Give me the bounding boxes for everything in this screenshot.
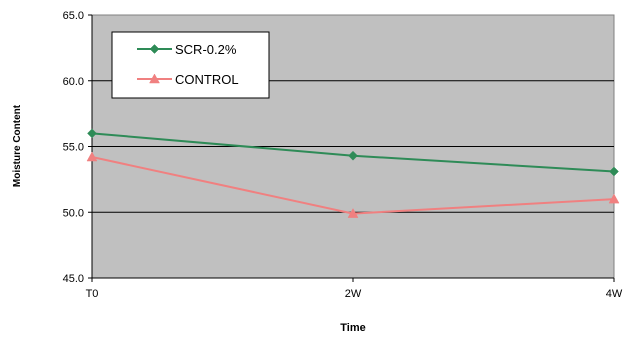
y-tick-label: 45.0	[63, 273, 84, 285]
series-lines	[86, 128, 620, 218]
x-tick-label: 4W	[606, 288, 623, 300]
y-tick-label: 60.0	[63, 76, 84, 88]
y-tick-label: 65.0	[63, 10, 84, 22]
y-tick-label: 50.0	[63, 207, 84, 219]
x-tick-label: 2W	[345, 288, 362, 300]
data-point	[348, 150, 358, 161]
legend: SCR-0.2% CONTROL	[111, 31, 270, 99]
x-axis-title: Time	[340, 322, 365, 334]
y-axis-title: Moisture Content	[12, 104, 23, 187]
data-point	[86, 151, 98, 162]
legend-label: CONTROL	[175, 72, 239, 87]
x-tick-labels: T0 2W 4W	[86, 288, 623, 300]
data-point	[87, 128, 97, 139]
legend-swatch-marker	[149, 44, 160, 54]
data-point	[609, 166, 619, 177]
axes	[88, 14, 615, 282]
x-tick-label: T0	[86, 288, 99, 300]
legend-label: SCR-0.2%	[175, 42, 237, 57]
legend-swatch-marker	[149, 73, 160, 84]
data-point	[608, 193, 620, 204]
legend-box	[111, 31, 270, 99]
data-point	[347, 208, 359, 218]
y-tick-labels: 45.0 50.0 55.0 60.0 65.0	[63, 10, 84, 285]
y-tick-label: 55.0	[63, 142, 84, 154]
